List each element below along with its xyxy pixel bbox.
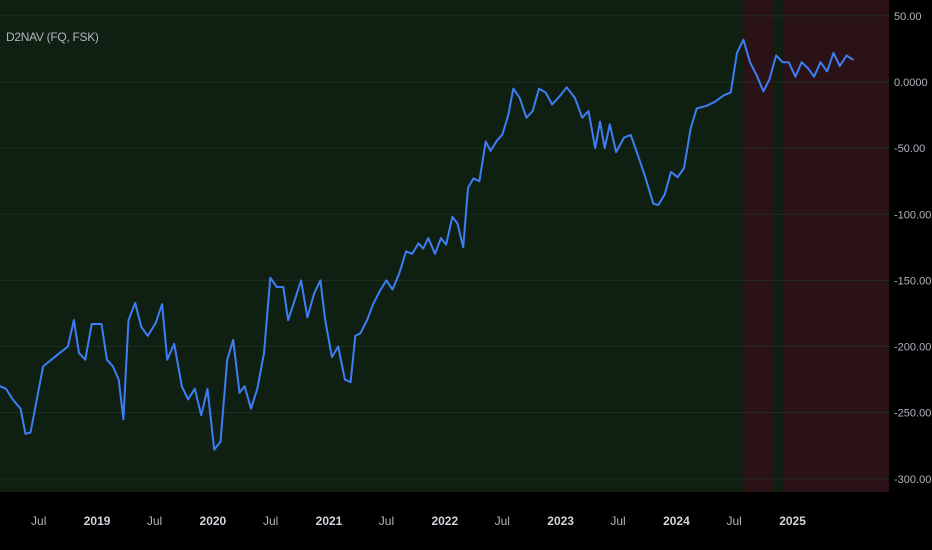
x-tick-label: Jul	[610, 514, 625, 528]
time-axis-background	[0, 492, 932, 550]
x-tick-label: Jul	[147, 514, 162, 528]
x-tick-label: Jul	[379, 514, 394, 528]
zone-green	[0, 0, 745, 492]
y-tick-label: -100.00	[894, 209, 931, 221]
x-tick-label: 2019	[84, 514, 111, 528]
x-tick-label: 2020	[200, 514, 227, 528]
zone-red	[782, 0, 889, 492]
x-tick-label: Jul	[495, 514, 510, 528]
y-tick-label: -300.00	[894, 474, 931, 486]
time-axis[interactable]: Jul 2019 Jul 2020 Jul 2021 Jul 2022 Jul 2023 Jul 20…	[31, 514, 806, 528]
x-tick-label: Jul	[31, 514, 46, 528]
price-axis-background	[889, 0, 932, 550]
x-tick-label: 2022	[431, 514, 458, 528]
y-tick-label: -150.00	[894, 275, 931, 287]
price-axis[interactable]: 50.00 0.0000 -50.00 -100.00 -150.00 -200.00 -2…	[894, 11, 931, 486]
zone-green	[773, 0, 783, 492]
indicator-legend-label[interactable]: D2NAV (FQ, FSK)	[6, 30, 99, 44]
grid-lines	[0, 15, 889, 480]
x-tick-label: 2021	[316, 514, 343, 528]
y-tick-label: -50.00	[894, 143, 925, 155]
x-tick-label: Jul	[263, 514, 278, 528]
y-tick-label: -250.00	[894, 408, 931, 420]
x-tick-label: 2024	[663, 514, 690, 528]
y-tick-label: -200.00	[894, 342, 931, 354]
x-tick-label: 2023	[547, 514, 574, 528]
series-layer	[0, 38, 854, 451]
zone-red	[744, 0, 774, 492]
x-tick-label: 2025	[779, 514, 806, 528]
x-tick-label: Jul	[726, 514, 741, 528]
series-line	[0, 38, 854, 451]
y-tick-label: 50.00	[894, 11, 922, 23]
y-tick-label: 0.0000	[894, 77, 928, 89]
